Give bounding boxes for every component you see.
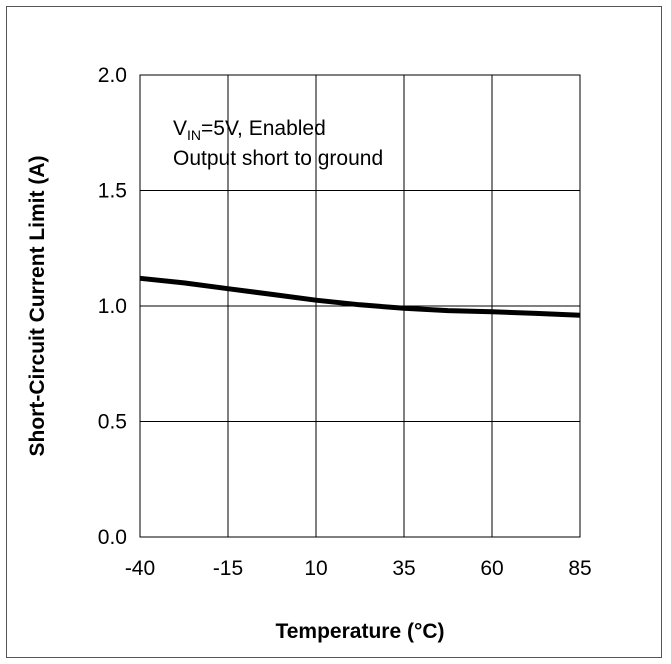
y-tick-label: 0.0 [98, 526, 127, 549]
x-tick-label: 35 [392, 557, 415, 580]
x-tick-label: -15 [213, 557, 243, 580]
annotation-conditions: VIN=5V, Enabled [173, 117, 326, 143]
plot-area [139, 74, 581, 538]
y-tick-label: 0.5 [98, 411, 127, 434]
y-tick-label: 1.5 [98, 180, 127, 203]
series-line [139, 275, 581, 318]
annotation-output-short: Output short to ground [173, 147, 383, 170]
x-tick-labels: -40 -15 10 35 60 85 [125, 557, 592, 580]
x-tick-label: 85 [568, 557, 591, 580]
y-tick-labels: 0.0 0.5 1.0 1.5 2.0 [98, 64, 127, 549]
x-tick-label: -40 [125, 557, 155, 580]
y-axis-label: Short-Circuit Current Limit (A) [26, 156, 49, 457]
x-tick-label: 60 [480, 557, 503, 580]
y-tick-label: 1.0 [98, 295, 127, 318]
x-tick-label: 10 [304, 557, 327, 580]
y-tick-label: 2.0 [98, 64, 127, 87]
x-axis-label: Temperature (°C) [275, 620, 444, 643]
figure-frame [6, 6, 662, 658]
